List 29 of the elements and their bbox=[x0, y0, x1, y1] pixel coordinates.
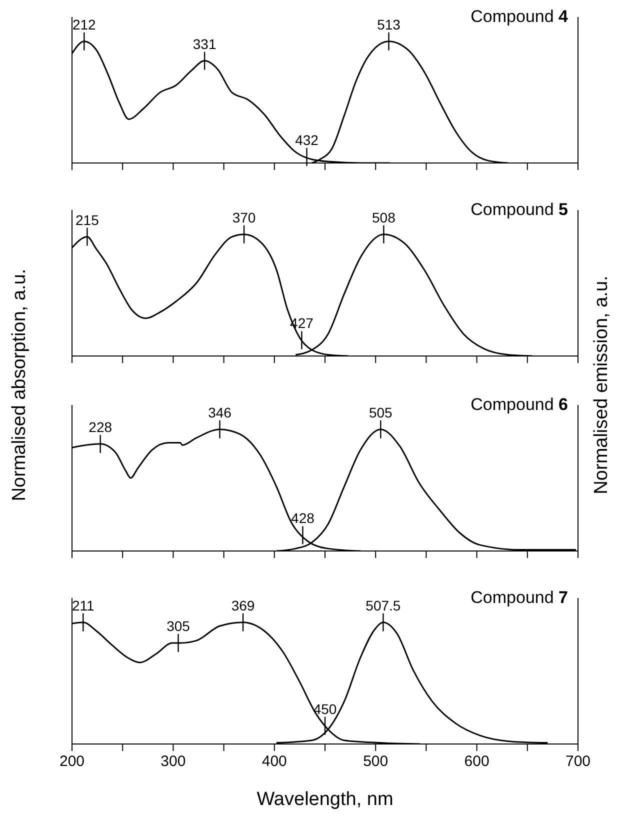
annotation: 432 bbox=[295, 132, 319, 148]
x-tick-label: 200 bbox=[59, 753, 85, 770]
annotation: 215 bbox=[76, 212, 100, 228]
annotation: 369 bbox=[231, 597, 255, 614]
y2-axis-title: Normalised emission, a.u. bbox=[591, 276, 613, 494]
annotation: 331 bbox=[192, 36, 216, 52]
chart-title: Compound 6 bbox=[470, 395, 568, 414]
annotation: 305 bbox=[166, 618, 190, 634]
x-tick-label: 600 bbox=[464, 753, 490, 770]
x-tick-label: 700 bbox=[565, 753, 591, 770]
chart-title: Compound 5 bbox=[470, 200, 568, 219]
annotation: 228 bbox=[88, 418, 112, 435]
y-axis-title: Normalised absorption, a.u. bbox=[9, 268, 31, 502]
annotation: 450 bbox=[313, 700, 337, 717]
x-tick-label: 400 bbox=[262, 753, 287, 770]
annotation: 513 bbox=[377, 16, 401, 32]
chart-title: Compound 7 bbox=[470, 588, 568, 607]
annotation: 346 bbox=[208, 404, 232, 420]
annotation: 212 bbox=[72, 16, 96, 32]
x-tick-label: 500 bbox=[363, 753, 388, 770]
annotation: 428 bbox=[291, 510, 315, 526]
x-tick-label: 300 bbox=[160, 753, 186, 770]
chart-title: Compound 4 bbox=[470, 7, 568, 26]
annotation: 370 bbox=[232, 209, 256, 226]
annotation: 211 bbox=[72, 597, 94, 614]
annotation: 507.5 bbox=[366, 597, 401, 614]
x-axis-title: Wavelength, nm bbox=[256, 789, 394, 811]
annotation: 508 bbox=[372, 209, 396, 226]
annotation: 505 bbox=[368, 404, 393, 420]
